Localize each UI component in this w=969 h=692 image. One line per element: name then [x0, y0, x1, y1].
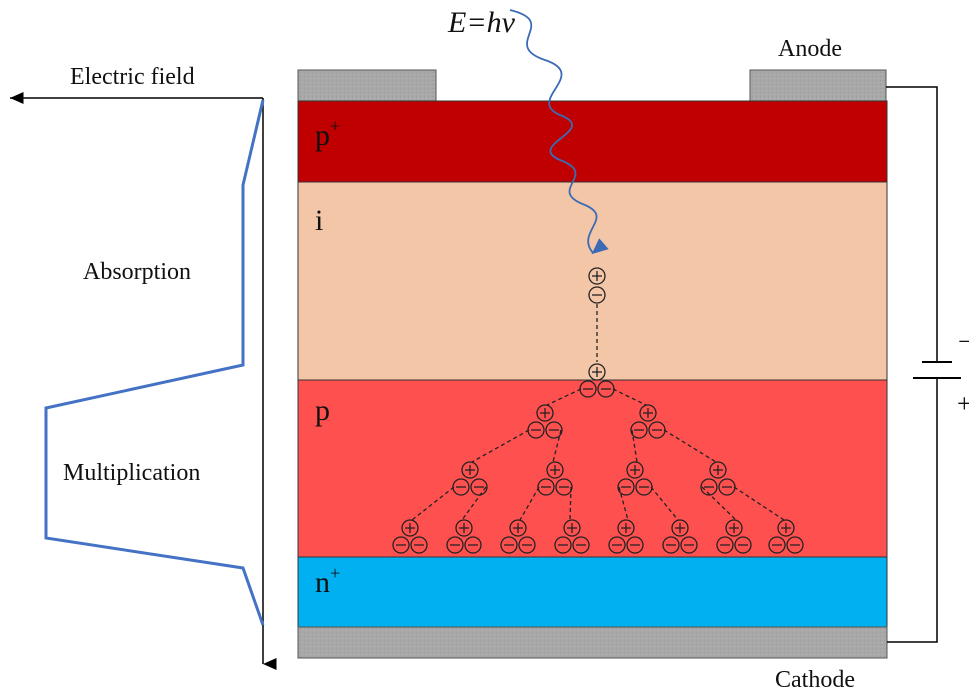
carrier-path	[663, 429, 717, 463]
carrier-path	[618, 486, 629, 521]
hole-carrier	[725, 519, 743, 537]
electric-field-label: Electric field	[70, 64, 195, 90]
electron-carrier	[392, 536, 410, 554]
electron-carrier	[545, 421, 563, 439]
electron-carrier	[518, 536, 536, 554]
anode-label: Anode	[778, 36, 842, 62]
hole-carrier	[588, 363, 606, 381]
photon-wave	[509, 9, 609, 255]
hole-carrier	[401, 519, 419, 537]
carrier-path	[546, 388, 582, 406]
layer-label-n-plus: n+	[315, 563, 340, 599]
layer-label-intrinsic: i	[315, 204, 323, 237]
electron-carrier	[608, 536, 626, 554]
cathode-label: Cathode	[775, 667, 855, 692]
electron-carrier	[680, 536, 698, 554]
anode-contact-right	[749, 69, 887, 102]
hole-carrier	[617, 519, 635, 537]
carrier-path	[569, 486, 572, 521]
hole-carrier	[588, 267, 606, 285]
layer-label-p-plus: p+	[315, 116, 340, 152]
carrier-path	[733, 486, 785, 521]
hole-carrier	[509, 519, 527, 537]
electron-carrier	[630, 421, 648, 439]
layer-n-plus	[297, 556, 888, 628]
electron-carrier	[635, 478, 653, 496]
electron-carrier	[446, 536, 464, 554]
bias-minus-sign: −	[958, 327, 969, 356]
region-label-multiplication: Multiplication	[63, 460, 200, 486]
electron-carrier	[500, 536, 518, 554]
electron-carrier	[410, 536, 428, 554]
hole-carrier	[461, 461, 479, 479]
electron-carrier	[464, 536, 482, 554]
carrier-path	[701, 486, 737, 521]
hole-carrier	[626, 461, 644, 479]
hole-carrier	[709, 461, 727, 479]
layer-label-p: p	[315, 394, 330, 427]
carrier-path	[411, 486, 455, 521]
photon-energy-label: E=hν	[447, 6, 516, 39]
electron-carrier	[662, 536, 680, 554]
electron-carrier	[768, 536, 786, 554]
region-label-absorption: Absorption	[83, 259, 191, 285]
carrier-path	[552, 429, 562, 463]
layer-p-plus	[297, 100, 888, 183]
hole-carrier	[563, 519, 581, 537]
bias-plus-sign: +	[957, 389, 969, 418]
electron-carrier	[626, 536, 644, 554]
hole-carrier	[639, 404, 657, 422]
hole-carrier	[536, 404, 554, 422]
avalanche-carriers	[392, 267, 804, 554]
electron-carrier	[554, 536, 572, 554]
electron-carrier	[470, 478, 488, 496]
cathode-contact	[297, 626, 888, 659]
carrier-path	[612, 388, 647, 406]
carrier-path	[471, 429, 530, 463]
carrier-path	[519, 486, 540, 521]
electron-carrier	[786, 536, 804, 554]
electron-carrier	[555, 478, 573, 496]
hole-carrier	[546, 461, 564, 479]
carrier-path	[650, 486, 679, 521]
electron-carrier	[537, 478, 555, 496]
field-profile	[44, 99, 265, 626]
electron-carrier	[572, 536, 590, 554]
hole-carrier	[455, 519, 473, 537]
hole-carrier	[777, 519, 795, 537]
bias-circuit	[886, 86, 961, 643]
carrier-path	[631, 429, 638, 463]
anode-contact-left	[297, 69, 437, 102]
layer-intrinsic	[297, 181, 888, 381]
electron-carrier	[734, 536, 752, 554]
electron-carrier	[716, 536, 734, 554]
hole-carrier	[671, 519, 689, 537]
electron-carrier	[588, 286, 606, 304]
layer-p	[297, 379, 888, 558]
electron-carrier	[617, 478, 635, 496]
electron-carrier	[700, 478, 718, 496]
